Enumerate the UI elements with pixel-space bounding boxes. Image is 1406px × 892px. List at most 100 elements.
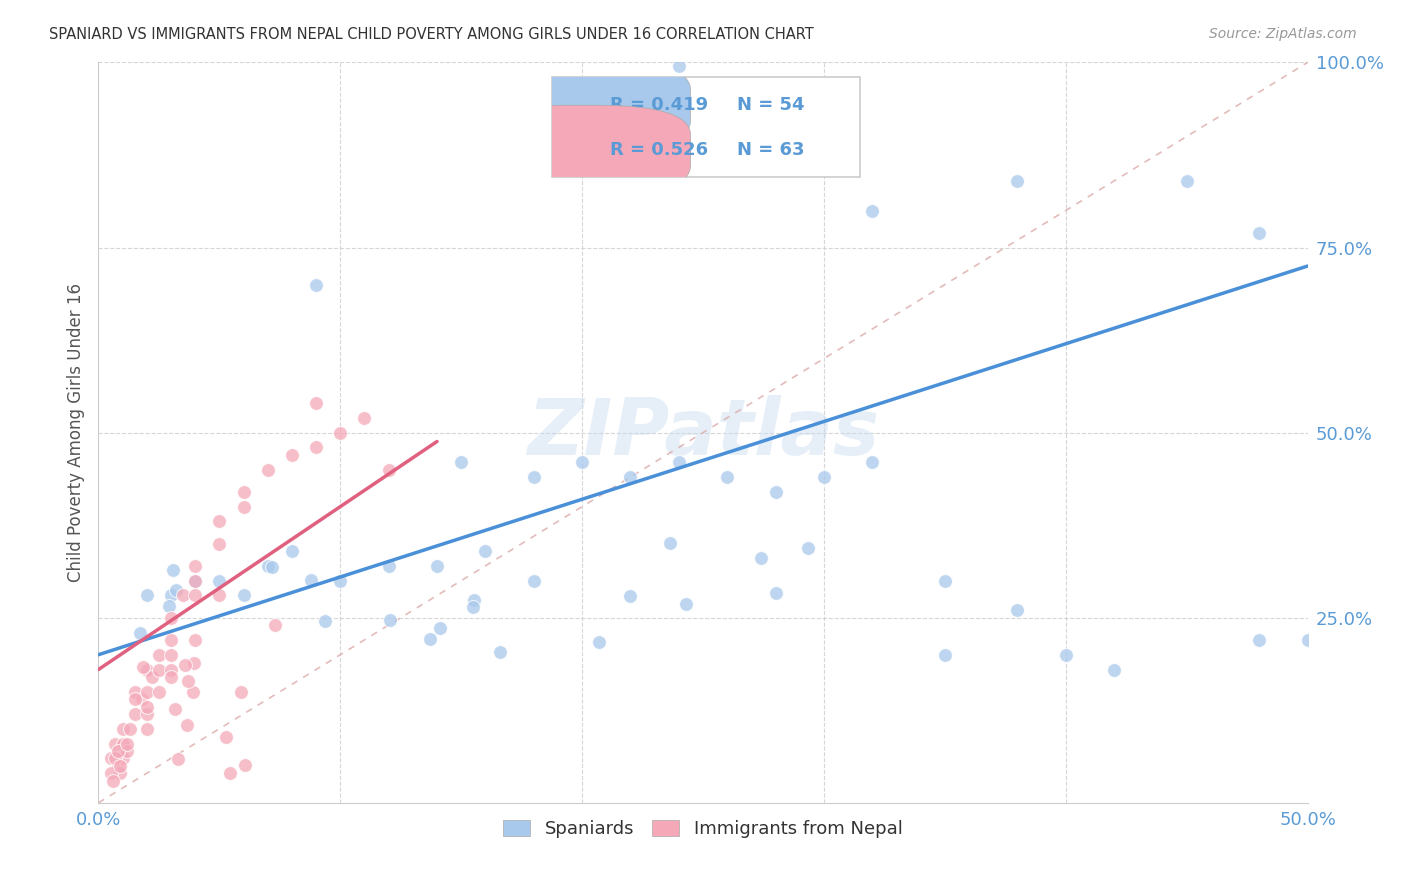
Point [716, 470, 738, 484]
Point [165, 582, 187, 597]
Point [183, 656, 205, 670]
Point [619, 470, 641, 484]
Point [129, 625, 152, 640]
Point [264, 617, 287, 632]
Point [208, 589, 231, 603]
Point [163, 701, 186, 715]
Point [124, 692, 146, 706]
Point [305, 396, 328, 410]
Point [256, 462, 278, 476]
Point [162, 562, 184, 576]
Point [281, 448, 304, 462]
Point [208, 515, 231, 529]
Point [107, 758, 129, 772]
Point [1007, 174, 1029, 188]
Point [111, 751, 134, 765]
Point [232, 589, 254, 603]
Point [619, 590, 641, 604]
Point [117, 744, 139, 758]
Point [124, 706, 146, 721]
Point [208, 536, 231, 550]
Point [429, 621, 451, 635]
Point [229, 684, 252, 698]
Point [377, 558, 399, 573]
Point [329, 425, 352, 440]
Point [860, 203, 883, 218]
Point [135, 663, 157, 677]
Point [160, 670, 183, 684]
Point [174, 657, 197, 672]
Point [523, 470, 546, 484]
Point [160, 589, 183, 603]
Legend: Spaniards, Immigrants from Nepal: Spaniards, Immigrants from Nepal [496, 813, 910, 846]
Point [108, 766, 131, 780]
Point [232, 500, 254, 514]
Point [135, 722, 157, 736]
Point [658, 536, 681, 550]
Point [160, 610, 183, 624]
Point [108, 758, 131, 772]
Point [1249, 226, 1271, 240]
Point [184, 558, 207, 573]
Point [184, 574, 207, 588]
Point [124, 685, 146, 699]
Point [588, 635, 610, 649]
Point [377, 462, 399, 476]
Point [675, 597, 697, 611]
Point [934, 648, 956, 662]
Point [353, 410, 375, 425]
Point [489, 645, 512, 659]
Point [117, 737, 139, 751]
Point [765, 484, 787, 499]
Y-axis label: Child Poverty Among Girls Under 16: Child Poverty Among Girls Under 16 [66, 283, 84, 582]
Point [135, 699, 157, 714]
Point [177, 674, 200, 689]
Text: ZIPatlas: ZIPatlas [527, 394, 879, 471]
Point [262, 560, 284, 574]
Point [474, 544, 496, 558]
Point [118, 722, 141, 736]
Point [1175, 174, 1198, 188]
Point [813, 470, 835, 484]
Point [329, 574, 352, 588]
Point [426, 558, 449, 573]
Point [1054, 648, 1077, 662]
Point [135, 685, 157, 699]
Point [172, 589, 194, 603]
Point [214, 730, 236, 744]
Point [111, 722, 134, 736]
Point [1296, 632, 1319, 647]
Point [181, 685, 204, 699]
Point [668, 59, 690, 73]
Point [749, 550, 772, 565]
Point [860, 455, 883, 469]
Point [135, 706, 157, 721]
Point [101, 773, 124, 788]
Point [131, 692, 153, 706]
Point [141, 670, 163, 684]
Point [256, 558, 278, 573]
Point [148, 663, 170, 677]
Point [218, 766, 240, 780]
Point [765, 586, 787, 600]
Point [934, 574, 956, 588]
Point [797, 541, 820, 556]
Point [1102, 663, 1125, 677]
Point [463, 600, 485, 615]
Point [1007, 603, 1029, 617]
Point [232, 484, 254, 499]
Point [157, 599, 180, 613]
Point [571, 455, 593, 469]
Point [148, 685, 170, 699]
Point [135, 589, 157, 603]
Point [184, 632, 207, 647]
Point [160, 632, 183, 647]
Point [450, 455, 472, 469]
Point [100, 766, 122, 780]
Point [523, 574, 546, 588]
Point [463, 592, 485, 607]
Point [107, 744, 129, 758]
Point [305, 277, 328, 292]
Point [378, 613, 401, 627]
Point [111, 737, 134, 751]
